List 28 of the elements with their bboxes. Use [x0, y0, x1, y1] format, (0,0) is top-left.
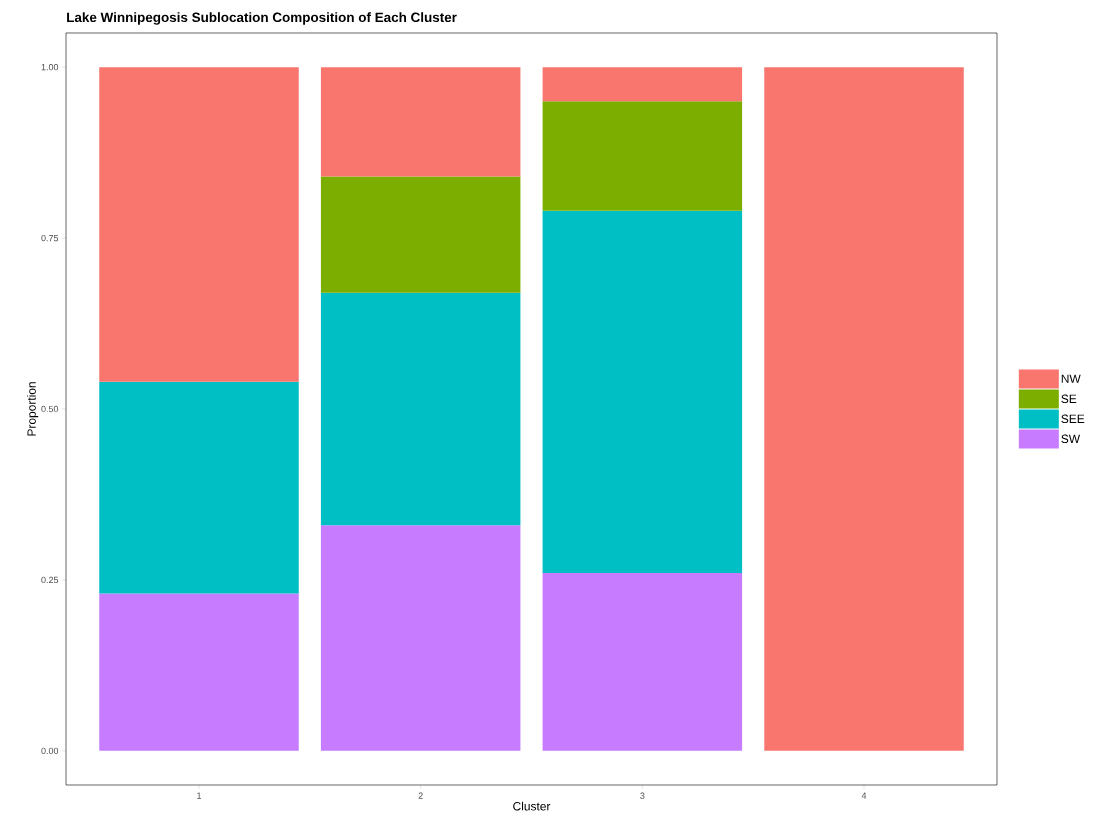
y-axis-title: Proportion — [27, 382, 39, 436]
x-tick-label: 4 — [861, 792, 867, 799]
bar — [542, 67, 743, 102]
bar — [542, 101, 743, 211]
y-tick-label: 0.50 — [41, 405, 59, 413]
x-axis-title: Cluster — [513, 801, 551, 811]
y-tick-label: 1.00 — [41, 63, 59, 71]
legend-label: SW — [1061, 434, 1081, 444]
bar — [320, 292, 521, 526]
bar — [542, 210, 743, 574]
bar — [320, 525, 521, 751]
legend-label: SE — [1061, 394, 1077, 404]
legend-label: NW — [1061, 374, 1081, 383]
chart-title: Lake Winnipegosis Sublocation Composition of Each Cluster — [67, 12, 457, 25]
x-tick-label: 2 — [418, 792, 423, 799]
y-tick-label: 0.00 — [41, 747, 59, 754]
bar — [320, 67, 521, 177]
legend-label: SEE — [1061, 414, 1085, 424]
bar — [99, 67, 299, 382]
bar — [542, 573, 743, 751]
bar — [99, 593, 299, 751]
y-tick-label: 0.25 — [41, 576, 59, 584]
bar — [320, 176, 521, 293]
bar — [99, 381, 299, 594]
x-tick-label: 1 — [197, 792, 202, 799]
x-tick-label: 3 — [640, 792, 645, 799]
y-tick-label: 0.75 — [41, 234, 59, 242]
bar — [764, 67, 964, 751]
